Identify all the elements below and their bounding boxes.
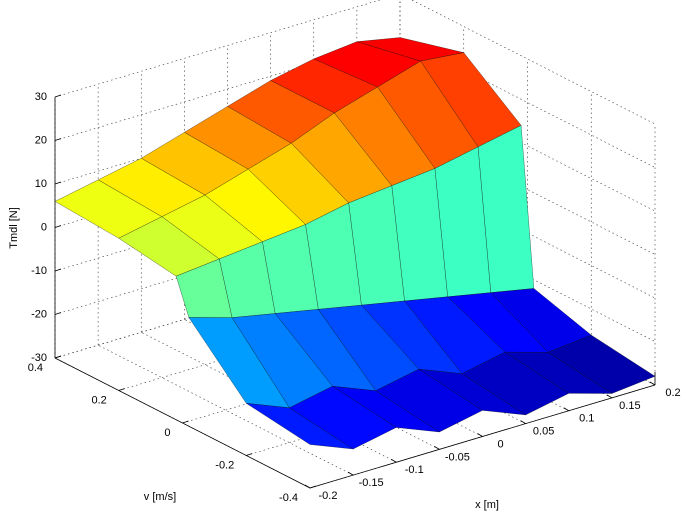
x-tick-label: -0.15 <box>359 477 384 489</box>
grid-line <box>97 344 354 476</box>
x-tick-label: -0.2 <box>319 490 338 502</box>
y-axis-label: v [m/s] <box>144 491 176 503</box>
grid-line <box>54 0 381 98</box>
z-axis-label: Tmdl [N] <box>8 207 20 249</box>
tick-mark <box>477 433 483 437</box>
grid-line <box>399 124 656 255</box>
x-tick-label: 0.15 <box>619 400 640 412</box>
tick-mark <box>118 388 125 391</box>
x-tick-label: 0.2 <box>665 387 680 399</box>
z-tick-label: 10 <box>35 178 47 190</box>
tick-mark <box>246 453 253 456</box>
x-tick-label: 0.1 <box>579 413 594 425</box>
tick-mark <box>391 458 397 463</box>
grid-line <box>399 80 656 212</box>
y-tick-label: 0.4 <box>28 362 43 374</box>
y-tick-label: -0.2 <box>215 459 234 471</box>
z-tick-label: -30 <box>31 352 47 364</box>
tick-mark <box>520 420 526 424</box>
grid-line <box>411 0 656 125</box>
x-tick-label: 0 <box>497 438 503 450</box>
z-tick-label: 0 <box>41 221 47 233</box>
grid-line <box>54 37 401 141</box>
tick-mark <box>309 485 317 489</box>
tick-mark <box>182 420 189 424</box>
y-tick-label: 0 <box>164 427 170 439</box>
tick-mark <box>54 138 62 141</box>
y-tick-label: -0.4 <box>279 492 298 504</box>
tick-mark <box>606 394 613 399</box>
tick-mark <box>54 355 62 359</box>
z-tick-label: -10 <box>31 265 47 277</box>
x-axis-label: x [m] <box>475 499 499 511</box>
tick-mark <box>54 225 62 228</box>
z-tick-label: 30 <box>35 91 47 103</box>
x-tick-label: -0.05 <box>445 451 470 463</box>
tick-mark <box>54 181 62 185</box>
tick-mark <box>434 446 440 450</box>
tick-mark <box>54 268 62 272</box>
grid-line <box>141 331 397 463</box>
x-tick-label: -0.1 <box>405 464 424 476</box>
grid-line <box>399 211 656 342</box>
z-tick-label: -20 <box>31 308 47 320</box>
tick-mark <box>54 312 62 315</box>
tick-mark <box>563 407 569 412</box>
surface-patch <box>246 403 354 450</box>
grid-line <box>399 167 656 299</box>
grid-line <box>399 37 656 168</box>
x-tick-label: 0.05 <box>533 426 554 438</box>
tick-mark <box>54 94 62 98</box>
tick-mark <box>649 381 656 386</box>
z-tick-label: 20 <box>35 134 47 146</box>
tick-mark <box>347 471 354 476</box>
y-tick-label: 0.2 <box>91 394 106 406</box>
tick-mark <box>304 484 311 489</box>
